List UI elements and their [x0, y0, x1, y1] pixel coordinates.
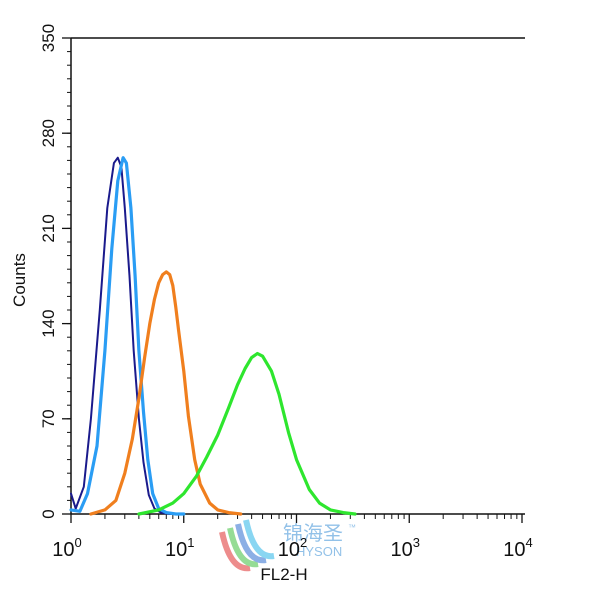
y-tick-label: 0	[39, 509, 58, 518]
x-tick-base: 10	[391, 539, 413, 561]
x-tick-base: 10	[503, 539, 525, 561]
x-axis-title: FL2-H	[260, 565, 307, 584]
x-tick-exponent: 2	[300, 535, 307, 550]
x-tick-labels: 100 101 102 103 104	[52, 535, 532, 561]
y-major-ticks	[62, 37, 71, 515]
x-ticks	[70, 514, 523, 523]
x-tick-exponent: 4	[526, 535, 533, 550]
y-tick-label: 280	[39, 119, 58, 147]
x-tick-exponent: 3	[413, 535, 420, 550]
y-tick-label: 140	[39, 309, 58, 337]
series-line-3	[89, 270, 243, 516]
logo-stripe-green	[227, 527, 259, 568]
x-tick-base: 10	[165, 539, 187, 561]
logo-stripe-blue	[235, 523, 267, 564]
x-tick-label: 101	[165, 535, 194, 561]
y-axis-title: Counts	[10, 253, 29, 307]
y-tick-labels: 0 70 140 210 280 350	[39, 24, 58, 519]
x-tick-base: 10	[278, 539, 300, 561]
watermark-tm: ™	[348, 523, 356, 532]
x-tick-base: 10	[52, 539, 74, 561]
x-tick-exponent: 1	[187, 535, 194, 550]
x-tick-label: 104	[503, 535, 532, 561]
series-layer	[69, 156, 357, 516]
watermark-logo: 锦海圣 HYSON ™	[219, 519, 356, 572]
watermark-cjk-text: 锦海圣	[283, 522, 343, 545]
x-tick-label: 100	[52, 535, 81, 561]
x-tick-label: 102	[278, 535, 307, 561]
series-line-4	[137, 351, 357, 516]
watermark-latin-text: HYSON	[296, 544, 342, 559]
x-tick-exponent: 0	[75, 535, 82, 550]
logo-stripe-red	[219, 531, 251, 572]
y-tick-label: 350	[39, 24, 58, 52]
logo-stripe-cyan	[243, 519, 275, 560]
x-tick-label: 103	[391, 535, 420, 561]
series-line-1	[70, 156, 185, 515]
y-tick-label: 210	[39, 214, 58, 242]
y-tick-label: 70	[39, 409, 58, 428]
